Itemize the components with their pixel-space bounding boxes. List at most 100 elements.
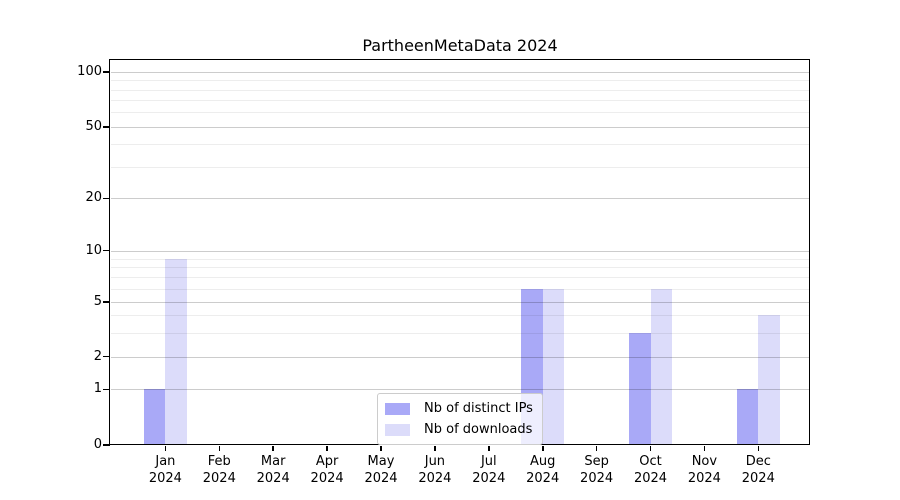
gridline-major <box>110 389 809 391</box>
y-tick-label: 5 <box>93 294 102 309</box>
bar-jan-series0 <box>143 389 166 445</box>
x-tick-label-month: May <box>367 454 395 469</box>
bar-dec-series1 <box>758 315 780 445</box>
x-tick-label: Nov 2024 <box>669 453 739 487</box>
gridline-major <box>110 356 809 358</box>
gridline-minor <box>110 258 809 260</box>
x-tick-label: May 2024 <box>346 453 416 487</box>
x-tick-label-year: 2024 <box>148 471 182 486</box>
bar-oct-series1 <box>650 288 672 445</box>
gridline-minor <box>110 166 809 168</box>
x-tick <box>218 445 221 451</box>
x-tick-label: Dec 2024 <box>723 453 793 487</box>
x-tick <box>488 445 490 451</box>
x-tick-label-year: 2024 <box>633 471 668 486</box>
x-tick-label: Jun 2024 <box>400 453 470 487</box>
x-tick <box>380 445 382 451</box>
gridline-minor <box>110 80 809 82</box>
x-tick-label-year: 2024 <box>580 471 614 486</box>
x-tick-label-month: Oct <box>639 454 662 469</box>
y-tick-label: 2 <box>93 348 102 364</box>
plot-area <box>109 59 810 445</box>
x-tick-label-month: Jan <box>155 454 176 469</box>
x-tick-label-month: Aug <box>529 454 556 469</box>
gridline-major <box>110 126 809 128</box>
x-tick-label-year: 2024 <box>364 471 398 486</box>
y-tick <box>103 355 110 358</box>
x-tick-label: Feb 2024 <box>184 453 254 487</box>
y-tick-label: 100 <box>77 64 102 79</box>
x-tick-label: Apr 2024 <box>292 453 362 487</box>
gridline-minor <box>110 315 809 317</box>
x-tick <box>542 445 544 451</box>
chart-title: PartheenMetaData 2024 <box>362 36 558 55</box>
gridline-minor <box>110 89 809 91</box>
gridline-minor <box>110 267 809 269</box>
x-tick-label: Jul 2024 <box>454 453 524 487</box>
legend-item-distinct-ips: Nb of distinct IPs <box>385 400 533 417</box>
gridline-minor <box>110 277 809 279</box>
y-tick <box>103 249 110 252</box>
x-tick-label-year: 2024 <box>472 471 506 486</box>
x-tick-label-month: Nov <box>691 454 718 469</box>
y-tick-label: 10 <box>85 242 102 258</box>
x-tick-label-year: 2024 <box>202 471 236 486</box>
x-tick-label-month: Apr <box>315 454 339 469</box>
y-tick <box>103 71 110 73</box>
gridline-minor <box>110 288 809 290</box>
x-tick-label-year: 2024 <box>741 471 775 486</box>
y-tick-label: 0 <box>93 437 102 452</box>
x-tick-label-month: Sep <box>584 454 609 469</box>
legend-swatch-downloads-icon <box>385 423 410 436</box>
x-tick-label-year: 2024 <box>310 471 344 486</box>
legend-label-downloads: Nb of downloads <box>424 422 533 437</box>
gridline-major <box>110 198 809 200</box>
x-tick <box>164 445 167 451</box>
gridline-major <box>110 302 809 303</box>
x-tick-label: Aug 2024 <box>508 453 578 487</box>
x-tick <box>757 445 759 451</box>
x-tick <box>595 445 598 451</box>
x-tick-label-month: Mar <box>260 454 286 469</box>
legend: Nb of distinct IPs Nb of downloads <box>377 393 543 445</box>
x-tick-label-year: 2024 <box>256 471 290 486</box>
y-tick-label: 50 <box>85 118 102 134</box>
legend-swatch-distinct-ips-icon <box>385 402 410 415</box>
y-tick <box>103 197 110 200</box>
x-tick-label: Jan 2024 <box>130 453 200 487</box>
legend-item-downloads: Nb of downloads <box>385 421 533 438</box>
bar-jan-series1 <box>165 258 187 445</box>
x-tick-label: Mar 2024 <box>238 453 308 487</box>
x-tick <box>434 445 436 451</box>
x-tick-label-year: 2024 <box>687 471 721 486</box>
x-tick-label-year: 2024 <box>526 471 560 486</box>
gridline-major <box>110 72 809 73</box>
x-tick-label-year: 2024 <box>418 471 452 486</box>
x-tick <box>272 445 274 451</box>
x-tick-label-month: Feb <box>207 454 231 469</box>
gridline-minor <box>110 332 809 334</box>
gridline-major <box>110 250 809 252</box>
y-tick <box>103 301 110 303</box>
y-tick <box>103 126 110 128</box>
gridline-minor <box>110 112 809 114</box>
y-tick-label: 20 <box>85 190 102 206</box>
x-tick <box>326 445 328 451</box>
gridline-minor <box>110 100 809 102</box>
x-tick-label: Sep 2024 <box>562 453 632 487</box>
y-tick <box>103 388 110 391</box>
y-tick-label: 1 <box>93 381 102 397</box>
x-tick <box>703 445 706 451</box>
gridline-minor <box>110 144 809 146</box>
x-tick <box>649 445 652 451</box>
bar-aug-series1 <box>542 288 565 445</box>
x-tick-label-month: Jun <box>424 454 446 469</box>
bar-oct-series0 <box>629 332 651 445</box>
bar-dec-series0 <box>736 389 759 445</box>
x-tick-label-month: Dec <box>745 454 771 469</box>
x-tick-label: Oct 2024 <box>616 453 686 487</box>
x-tick-label-month: Jul <box>480 454 497 469</box>
y-tick <box>103 444 110 446</box>
legend-label-distinct-ips: Nb of distinct IPs <box>424 401 533 416</box>
